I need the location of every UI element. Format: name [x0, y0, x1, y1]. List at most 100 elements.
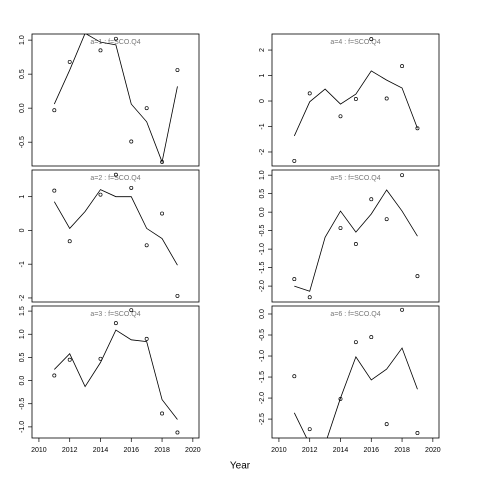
panel-title: a=5 : f=SCO.Q4 [330, 175, 380, 182]
y-tick-label: -2.5 [259, 413, 266, 425]
panel-title: a=6 : f=SCO.Q4 [330, 311, 380, 318]
y-tick-label: 0.0 [259, 309, 266, 319]
observed-point [129, 139, 134, 144]
panel: a=5 : f=SCO.Q4 1.0 0.5 0.0 -0.5 -1.0 -1.5 -2.0 [259, 169, 440, 303]
observed-point [67, 59, 72, 64]
x-tick-label: 2014 [333, 447, 349, 454]
y-tick-label: 1.0 [19, 329, 26, 339]
observed-point [98, 192, 103, 197]
plot-area [52, 34, 180, 164]
y-tick-label: 2 [259, 48, 266, 52]
observed-point [369, 197, 374, 202]
plot-area [292, 307, 420, 438]
y-tick-label: 0 [19, 228, 26, 232]
panel-frame [271, 169, 440, 303]
y-tick-label: 0.0 [259, 207, 266, 217]
x-axis-label: Year [230, 461, 251, 472]
y-tick-label: -2 [19, 295, 26, 301]
x-tick-label: 2012 [302, 447, 318, 454]
panel-frame [271, 33, 440, 167]
y-tick-label: -1 [259, 123, 266, 129]
panel: a=1 : f=SCO.Q4 1.0 0.5 0.0 -0.5 [19, 33, 200, 167]
fitted-line [53, 189, 178, 266]
plot-area [292, 173, 420, 300]
observed-point [384, 96, 389, 101]
x-tick-label: 2020 [425, 447, 441, 454]
observed-point [384, 422, 389, 427]
observed-point [52, 373, 57, 378]
y-tick-label: -0.5 [259, 329, 266, 341]
panel: a=6 : f=SCO.Q4 0.0 -0.5 -1.0 -1.5 -2.0 -2.5 201… [259, 305, 441, 454]
y-tick-label: 1.5 [19, 306, 26, 316]
panel: a=2 : f=SCO.Q4 1 0 -1 -2 [19, 169, 200, 303]
y-tick-label: -1.0 [259, 350, 266, 362]
observed-point [113, 36, 118, 41]
x-tick-label: 2010 [271, 447, 287, 454]
x-tick-label: 2010 [31, 447, 47, 454]
observed-point [353, 340, 358, 345]
observed-point [52, 188, 57, 193]
observed-point [400, 307, 405, 312]
y-tick-label: 0.5 [19, 352, 26, 362]
observed-point [369, 37, 374, 42]
y-tick-label: -0.5 [19, 398, 26, 410]
y-tick-label: 0.0 [19, 103, 26, 113]
panel-frame [31, 169, 200, 303]
observed-point [113, 172, 118, 177]
observed-point [292, 158, 297, 163]
panel-title: a=3 : f=SCO.Q4 [90, 311, 140, 318]
y-tick-label: -1 [19, 261, 26, 267]
y-tick-label: 1 [19, 195, 26, 199]
y-tick-label: -0.5 [259, 225, 266, 237]
observed-point [292, 277, 297, 282]
observed-point [338, 226, 343, 231]
y-tick-label: -1.5 [259, 261, 266, 273]
panel-frame [31, 305, 200, 439]
fitted-line [293, 347, 418, 438]
fitted-line [53, 34, 178, 164]
fitted-line [293, 70, 418, 137]
y-tick-label: -2.0 [259, 392, 266, 404]
observed-point [67, 239, 72, 244]
observed-point [307, 427, 312, 432]
y-tick-label: -2 [259, 149, 266, 155]
x-tick-label: 2020 [185, 447, 201, 454]
observed-point [175, 68, 180, 73]
observed-point [129, 308, 134, 313]
observed-point [113, 321, 118, 326]
observed-point [144, 336, 149, 341]
observed-point [338, 114, 343, 119]
panel-title: a=2 : f=SCO.Q4 [90, 175, 140, 182]
plot-area [52, 308, 180, 435]
y-tick-label: 0 [259, 99, 266, 103]
panel-title: a=4 : f=SCO.Q4 [330, 39, 380, 46]
y-tick-label: -1.0 [19, 421, 26, 433]
observed-point [369, 335, 374, 340]
panel-frame [271, 305, 440, 439]
y-tick-label: -1.5 [259, 371, 266, 383]
observed-point [400, 173, 405, 178]
y-tick-label: 1.0 [19, 35, 26, 45]
x-tick-label: 2012 [62, 447, 78, 454]
observed-point [175, 293, 180, 298]
y-tick-label: -0.5 [19, 136, 26, 148]
observed-point [144, 106, 149, 111]
fitted-line [294, 189, 418, 292]
observed-point [160, 211, 165, 216]
observed-point [338, 396, 343, 401]
y-tick-label: -1.0 [259, 243, 266, 255]
observed-point [400, 64, 405, 69]
observed-point [67, 357, 72, 362]
observed-point [353, 97, 358, 101]
observed-point [415, 274, 420, 279]
x-tick-label: 2016 [123, 447, 139, 454]
observed-point [307, 91, 312, 96]
panel: a=4 : f=SCO.Q4 2 1 0 -1 -2 [259, 33, 440, 167]
observed-point [98, 48, 103, 53]
observed-point [292, 374, 297, 379]
x-tick-label: 2018 [154, 447, 170, 454]
fitted-line [54, 329, 178, 420]
y-tick-label: 1.0 [259, 170, 266, 180]
plot-area [52, 172, 180, 298]
